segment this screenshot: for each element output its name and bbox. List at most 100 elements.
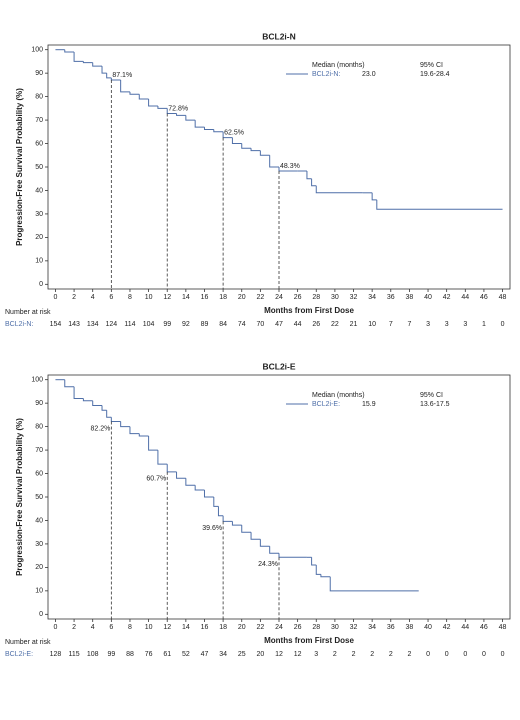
annotation: 48.3% [280, 163, 300, 170]
survival-step [213, 497, 219, 507]
survival-step [315, 185, 363, 194]
survival-step [376, 199, 503, 210]
risk-count: 2 [370, 651, 374, 658]
y-tick-label: 30 [35, 211, 43, 218]
survival-step [92, 400, 103, 406]
survival-step [311, 178, 317, 187]
risk-count: 143 [68, 321, 80, 328]
annotation: 60.7% [146, 476, 166, 483]
y-tick-label: 0 [39, 611, 43, 618]
risk-count: 3 [463, 321, 467, 328]
survival-step [129, 426, 140, 435]
x-tick-label: 8 [128, 624, 132, 631]
survival-step [73, 52, 84, 62]
survival-step [311, 557, 317, 566]
y-tick-label: 40 [35, 187, 43, 194]
survival-step [203, 127, 214, 130]
survival-step [138, 94, 149, 100]
survival-step [101, 405, 107, 411]
x-tick-label: 18 [219, 294, 227, 301]
survival-step [176, 471, 186, 479]
survival-step [92, 62, 103, 67]
survival-step [231, 137, 242, 145]
y-tick-label: 80 [35, 93, 43, 100]
risk-count: 44 [294, 321, 302, 328]
y-axis-label: Progression-Free Survival Probability (%… [15, 418, 24, 576]
legend-median: 15.9 [362, 401, 376, 408]
risk-count: 92 [182, 321, 190, 328]
x-tick-label: 46 [480, 624, 488, 631]
x-tick-label: 16 [201, 624, 209, 631]
risk-count: 7 [407, 321, 411, 328]
annotation: 72.8% [168, 105, 188, 112]
y-tick-label: 60 [35, 140, 43, 147]
x-tick-label: 14 [182, 294, 190, 301]
risk-count: 3 [445, 321, 449, 328]
risk-count: 1 [482, 321, 486, 328]
risk-count: 0 [463, 651, 467, 658]
x-tick-label: 22 [256, 294, 264, 301]
risk-header: Number at risk [5, 309, 51, 316]
y-tick-label: 50 [35, 164, 43, 171]
y-tick-label: 40 [35, 517, 43, 524]
annotation: 82.2% [90, 425, 110, 432]
risk-count: 108 [87, 651, 99, 658]
legend-label: BCL2i-E: [312, 401, 340, 408]
survival-step [110, 417, 121, 422]
survival-step [259, 150, 270, 156]
survival-step [185, 478, 196, 486]
legend-ci: 13.6-17.5 [420, 401, 450, 408]
survival-step [194, 485, 205, 491]
survival-step [82, 61, 93, 64]
x-tick-label: 6 [109, 624, 113, 631]
y-tick-label: 100 [31, 47, 43, 54]
risk-count: 88 [126, 651, 134, 658]
y-tick-label: 80 [35, 423, 43, 430]
risk-count: 34 [219, 651, 227, 658]
x-tick-label: 6 [109, 294, 113, 301]
survival-step [194, 120, 205, 128]
survival-step [269, 546, 279, 554]
x-tick-label: 22 [256, 624, 264, 631]
legend-header: Median (months) [312, 62, 365, 69]
x-tick-label: 2 [72, 294, 76, 301]
survival-step [241, 525, 252, 533]
y-tick-label: 60 [35, 470, 43, 477]
x-tick-label: 18 [219, 624, 227, 631]
x-tick-label: 30 [331, 624, 339, 631]
x-tick-label: 32 [350, 294, 358, 301]
survival-step [120, 79, 130, 93]
risk-count: 99 [107, 651, 115, 658]
x-tick-label: 24 [275, 294, 283, 301]
survival-step [217, 506, 224, 517]
risk-count: 0 [426, 651, 430, 658]
x-tick-label: 38 [406, 294, 414, 301]
survival-step [148, 436, 158, 451]
x-tick-label: 24 [275, 624, 283, 631]
risk-count: 124 [105, 321, 117, 328]
risk-count: 47 [201, 651, 209, 658]
y-tick-label: 10 [35, 258, 43, 265]
survival-step [213, 129, 224, 133]
survival-step [185, 115, 196, 121]
x-tick-label: 0 [53, 624, 57, 631]
risk-count: 12 [294, 651, 302, 658]
risk-count: 3 [426, 321, 430, 328]
risk-count: 3 [314, 651, 318, 658]
x-tick-label: 20 [238, 294, 246, 301]
survival-step [106, 73, 112, 79]
x-tick-label: 36 [387, 624, 395, 631]
x-tick-label: 36 [387, 294, 395, 301]
survival-step [176, 113, 186, 116]
y-tick-label: 20 [35, 564, 43, 571]
risk-count: 154 [50, 321, 62, 328]
survival-step [157, 450, 168, 465]
risk-count: 12 [275, 651, 283, 658]
risk-name: BCL2i-N: [5, 321, 33, 328]
x-tick-label: 12 [163, 624, 171, 631]
risk-count: 47 [275, 321, 283, 328]
survival-step [203, 489, 214, 498]
y-axis-label: Progression-Free Survival Probability (%… [15, 88, 24, 246]
survival-step [157, 106, 168, 109]
